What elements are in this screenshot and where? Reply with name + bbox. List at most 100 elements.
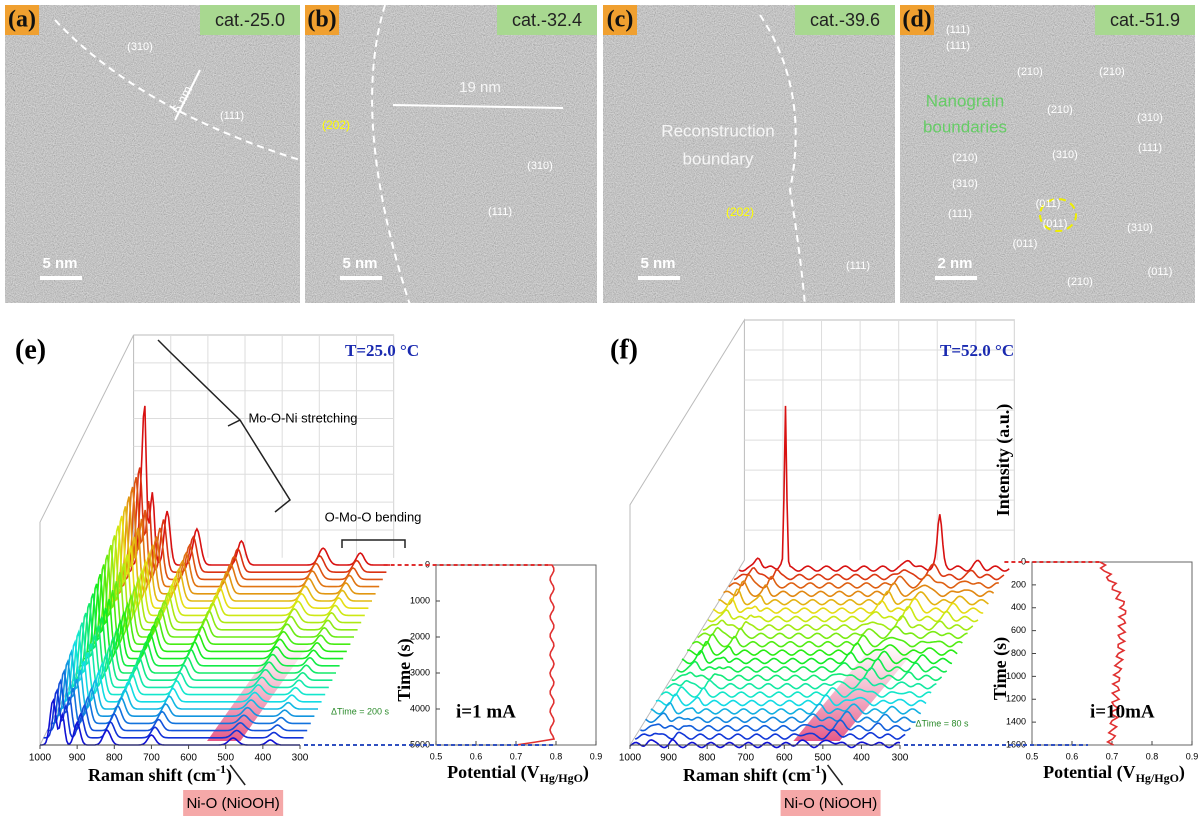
spectrum <box>724 581 994 596</box>
axis-title-sub: Hg/HgO <box>540 771 583 785</box>
bracket <box>342 540 405 548</box>
panel-label: (a) <box>8 7 36 33</box>
delta-time-label: ΔTime = 200 s <box>331 706 389 716</box>
x-tick-label: 1000 <box>29 753 52 764</box>
spectrum <box>718 589 988 604</box>
x-tick-label: 0.8 <box>1146 751 1159 761</box>
temperature-label: T=25.0 °C <box>345 341 419 360</box>
y-tick-label: 200 <box>1011 579 1026 589</box>
scale-bar <box>340 276 382 280</box>
annotation: (310) <box>1052 149 1078 161</box>
spectrum <box>729 575 999 588</box>
annotation: boundary <box>683 149 754 168</box>
panel-label: (f) <box>610 334 638 365</box>
annotation: (210) <box>1017 66 1043 78</box>
axis-title: Raman shift (cm-1) <box>683 762 827 786</box>
annotation: (310) <box>1127 222 1153 234</box>
annotation: (111) <box>846 260 870 272</box>
spectrum <box>130 406 390 565</box>
axis-title-text: Raman shift (cm <box>88 765 216 786</box>
y-tick-label: 600 <box>1011 625 1026 635</box>
y-tick-label: 400 <box>1011 602 1026 612</box>
annotation: (210) <box>1067 276 1093 288</box>
spectrum <box>646 712 916 723</box>
axis-title: Raman shift (cm-1) <box>88 762 232 786</box>
annotation: (111) <box>946 40 970 52</box>
annotation: (310) <box>127 41 153 53</box>
x-tick-label: 400 <box>853 753 870 764</box>
x-tick-label: 700 <box>143 753 160 764</box>
panel-label: (d) <box>902 7 931 33</box>
bracket <box>158 340 290 512</box>
scale-label: 5 nm <box>640 255 675 272</box>
annotation: (111) <box>220 110 244 122</box>
x-tick-label: 900 <box>660 753 677 764</box>
sample-label: cat.-32.4 <box>512 10 582 30</box>
x-tick-label: 0.9 <box>590 751 603 761</box>
figure: (a)cat.-25.0(310)6 nm(111)5 nm(b)cat.-32… <box>0 0 1201 816</box>
potential-trace <box>516 565 554 745</box>
annotation: Mo-O-Ni stretching <box>248 410 357 425</box>
scale-label: 5 nm <box>342 255 377 272</box>
axis-title-sub: Hg/HgO <box>1136 771 1179 785</box>
scale-label: 5 nm <box>42 255 77 272</box>
spectrum <box>692 634 962 647</box>
annotation: 19 nm <box>459 79 501 96</box>
y-tick-label: 1400 <box>1006 717 1026 727</box>
x-tick-label: 300 <box>892 753 909 764</box>
annotation: (111) <box>946 24 970 36</box>
scale-label: 2 nm <box>937 255 972 272</box>
x-tick-label: 900 <box>69 753 86 764</box>
annotation: (011) <box>1036 198 1061 210</box>
axis-title: Time (s) <box>990 637 1011 700</box>
y-tick-label: 4000 <box>410 703 430 713</box>
annotation: (210) <box>1047 104 1073 116</box>
annotation: (011) <box>1148 266 1173 278</box>
spectrum <box>635 730 905 739</box>
spectrum <box>734 564 1004 579</box>
annotation: (111) <box>1138 142 1162 154</box>
axis-title-sup: -1 <box>216 762 226 776</box>
nio-band <box>207 642 311 741</box>
scale-bar <box>40 276 82 280</box>
spectrum <box>739 406 1009 571</box>
y-tick-label: 800 <box>1011 648 1026 658</box>
panel-label: (c) <box>607 7 634 33</box>
axis-title: Potential (VHg/HgO) <box>447 762 589 785</box>
spectrum <box>672 668 942 680</box>
axis-title-text: ) <box>1179 762 1185 783</box>
sample-label: cat.-25.0 <box>215 10 285 30</box>
x-tick-label: 0.5 <box>1026 751 1039 761</box>
annotation: (310) <box>1137 112 1163 124</box>
delta-time-label: ΔTime = 80 s <box>916 718 969 728</box>
axis-title-text: ) <box>226 765 232 786</box>
x-tick-label: 0.8 <box>550 751 563 761</box>
peak-label: Ni-O (NiOOH) <box>186 795 279 812</box>
x-tick-label: 0.6 <box>1066 751 1079 761</box>
sample-label: cat.-39.6 <box>810 10 880 30</box>
axis-title-text: ) <box>821 765 827 786</box>
annotation: (011) <box>1013 238 1038 250</box>
annotation: (310) <box>527 160 553 172</box>
x-tick-label: 600 <box>180 753 197 764</box>
current-label: i=1 mA <box>456 701 516 722</box>
annotation: (011) <box>1043 218 1068 230</box>
x-tick-label: 0.7 <box>510 751 523 761</box>
x-tick-label: 300 <box>292 753 309 764</box>
y-tick-label: 1000 <box>410 595 430 605</box>
axis-title-text: Potential (V <box>447 762 539 783</box>
sample-label: cat.-51.9 <box>1110 10 1180 30</box>
scale-bar <box>638 276 680 280</box>
spectrum <box>651 703 921 714</box>
annotation: O-Mo-O bending <box>325 509 422 524</box>
temperature-label: T=52.0 °C <box>940 341 1014 360</box>
annotation: (210) <box>952 152 978 164</box>
peak-label: Ni-O (NiOOH) <box>784 795 877 812</box>
annotation: (111) <box>488 206 512 218</box>
peak-arrow <box>828 765 843 785</box>
axis-title-sup: -1 <box>811 762 821 776</box>
annotation: (310) <box>952 178 978 190</box>
x-tick-label: 0.9 <box>1186 751 1199 761</box>
x-tick-label: 1000 <box>619 753 642 764</box>
axis-title: Intensity (a.u.) <box>993 404 1014 517</box>
